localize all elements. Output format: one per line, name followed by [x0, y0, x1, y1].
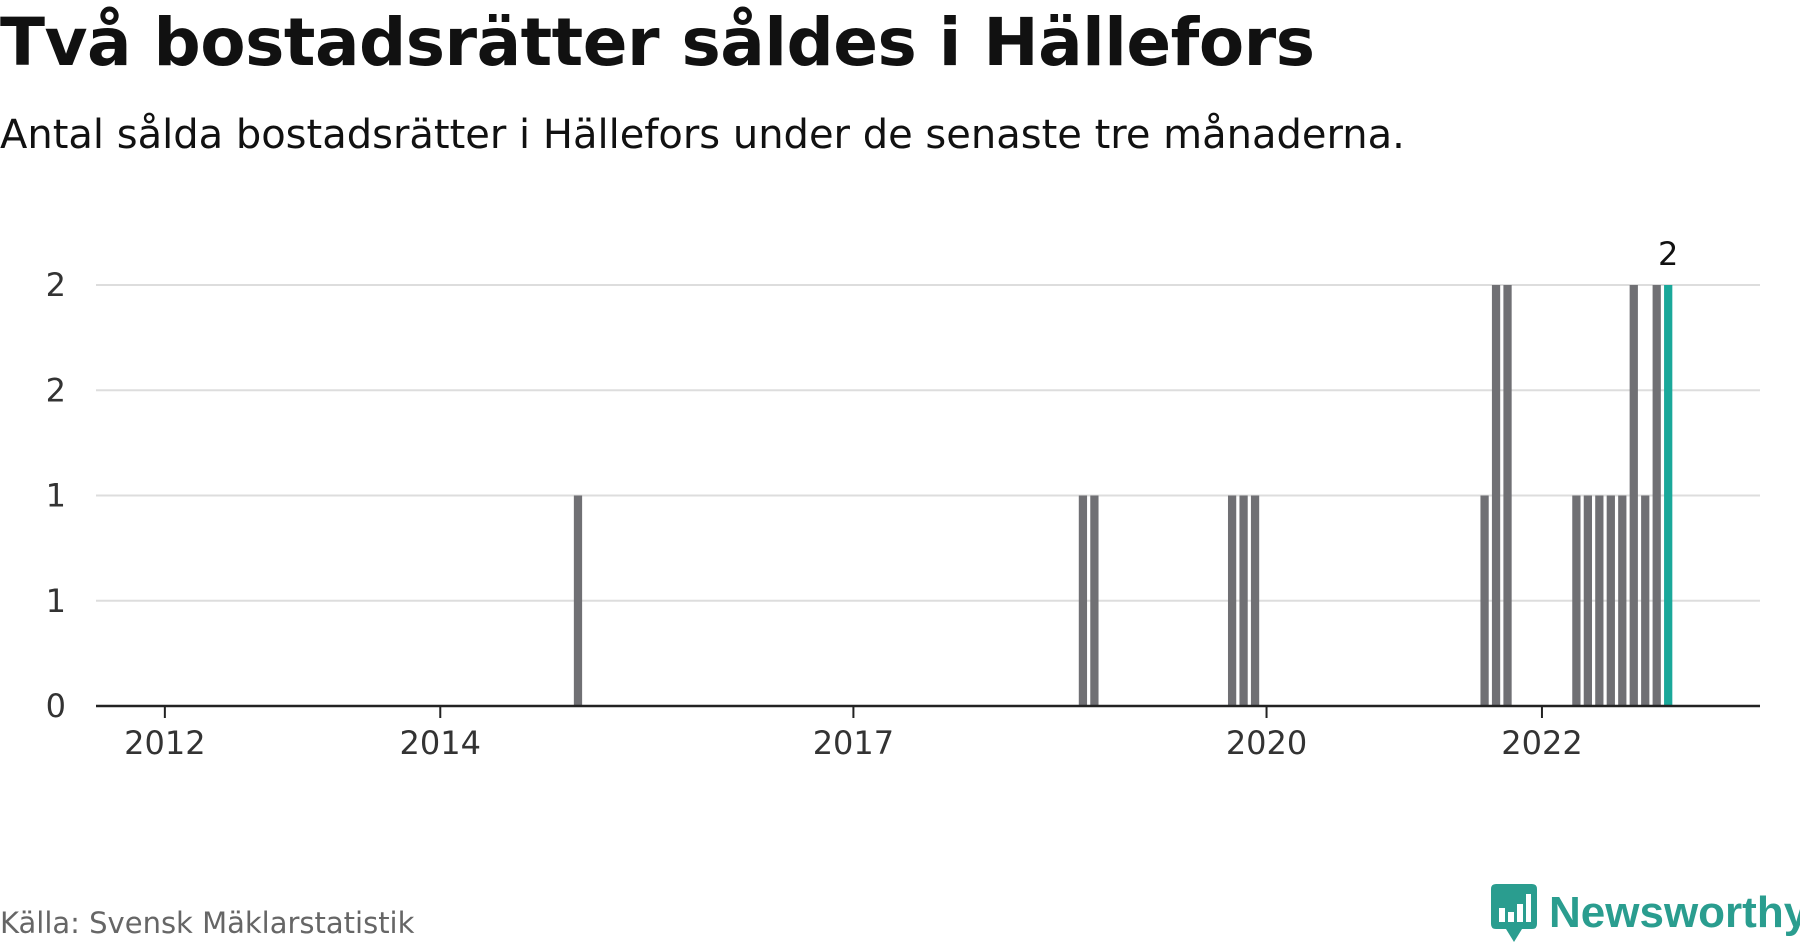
bar: [1491, 285, 1501, 706]
y-tick-label: 0: [46, 687, 66, 725]
chart-subtitle: Antal sålda bostadsrätter i Hällefors un…: [0, 112, 1405, 158]
bar: [573, 495, 583, 706]
bar: [1641, 495, 1650, 706]
bar: [1250, 495, 1260, 706]
bar: [1572, 495, 1581, 706]
bar: [1618, 495, 1627, 706]
bar: [1606, 495, 1615, 706]
newsworthy-logo-icon: [1491, 884, 1537, 942]
x-tick-label: 2012: [124, 724, 205, 762]
bar: [1503, 285, 1512, 706]
chart-title: Två bostadsrätter såldes i Hällefors: [0, 4, 1315, 81]
x-tick-label: 2014: [400, 724, 481, 762]
x-tick-label: 2017: [813, 724, 894, 762]
source-note: Källa: Svensk Mäklarstatistik: [0, 906, 415, 940]
bar: [1227, 495, 1237, 706]
x-tick-label: 2020: [1226, 724, 1307, 762]
bar: [1583, 495, 1592, 706]
brand-name: Newsworthy: [1549, 888, 1800, 937]
highlight-bar: [1664, 285, 1673, 706]
data-label: 2: [1658, 235, 1678, 273]
brand-logo: Newsworthy: [1491, 884, 1800, 942]
y-tick-label: 2: [46, 266, 66, 304]
bar: [1652, 285, 1661, 706]
y-tick-label: 1: [46, 477, 66, 515]
y-tick-label: 1: [46, 582, 66, 620]
bar: [1078, 495, 1088, 706]
bar: [1595, 495, 1604, 706]
bar: [1239, 495, 1248, 706]
y-tick-label: 2: [46, 371, 66, 409]
x-tick-label: 2022: [1501, 724, 1582, 762]
bar: [1480, 495, 1489, 706]
bar: [1629, 285, 1638, 706]
bar: [1090, 495, 1099, 706]
